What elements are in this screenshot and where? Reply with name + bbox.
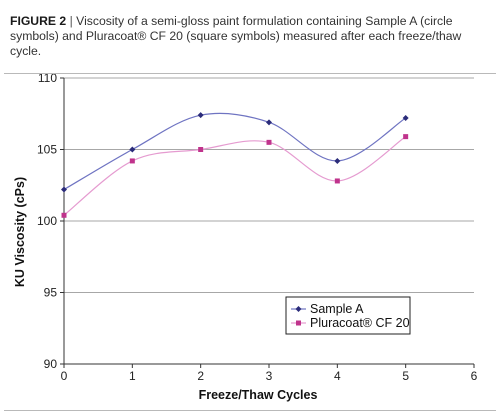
x-tick-label: 5 <box>402 369 409 383</box>
series-line-0 <box>63 112 406 191</box>
tick-labels: 90 95 100 105 110 0 1 2 3 4 5 6 <box>37 74 478 383</box>
legend-marker-1 <box>296 320 301 326</box>
data-point-1 <box>129 158 135 164</box>
data-point-1 <box>266 139 272 145</box>
series <box>61 112 409 218</box>
legend-marker-0 <box>295 306 302 312</box>
caption-separator: | <box>69 14 73 28</box>
figure-label: FIGURE 2 <box>10 14 67 28</box>
data-point-0 <box>402 115 409 122</box>
y-tick-label: 110 <box>38 74 57 85</box>
data-point-1 <box>403 134 409 140</box>
data-point-0 <box>334 157 341 164</box>
x-tick-label: 2 <box>197 369 204 383</box>
x-tick-label: 3 <box>266 369 273 383</box>
y-tick-label: 100 <box>37 214 57 228</box>
y-tick-label: 95 <box>44 286 58 300</box>
legend-label-0: Sample A <box>310 302 364 316</box>
data-point-0 <box>266 119 272 126</box>
data-point-0 <box>129 146 136 153</box>
x-tick-label: 6 <box>471 369 478 383</box>
gridlines <box>64 77 474 293</box>
x-axis-title: Freeze/Thaw Cycles <box>199 388 318 402</box>
chart-frame: 90 95 100 105 110 0 1 2 3 4 5 6 KU Viscosity (cPs) … <box>4 73 496 411</box>
y-tick-label: 105 <box>37 143 57 157</box>
data-point-0 <box>61 186 67 193</box>
series-line-1 <box>63 136 406 216</box>
legend-label-1: Pluracoat® CF 20 <box>310 316 410 330</box>
x-tick-label: 0 <box>61 369 68 383</box>
data-point-1 <box>334 178 340 184</box>
legend-box <box>285 296 411 335</box>
x-tick-label: 4 <box>334 369 341 383</box>
x-tick-label: 1 <box>129 369 136 383</box>
data-point-1 <box>198 147 204 152</box>
y-tick-label: 90 <box>44 357 58 371</box>
axes <box>60 77 475 368</box>
data-point-0 <box>197 112 204 119</box>
caption-text: Viscosity of a semi-gloss paint formulat… <box>10 14 462 58</box>
y-axis-title: KU Viscosity (cPs) <box>13 177 27 287</box>
data-point-1 <box>61 212 67 218</box>
figure-caption: FIGURE 2 | Viscosity of a semi-gloss pai… <box>10 14 488 59</box>
